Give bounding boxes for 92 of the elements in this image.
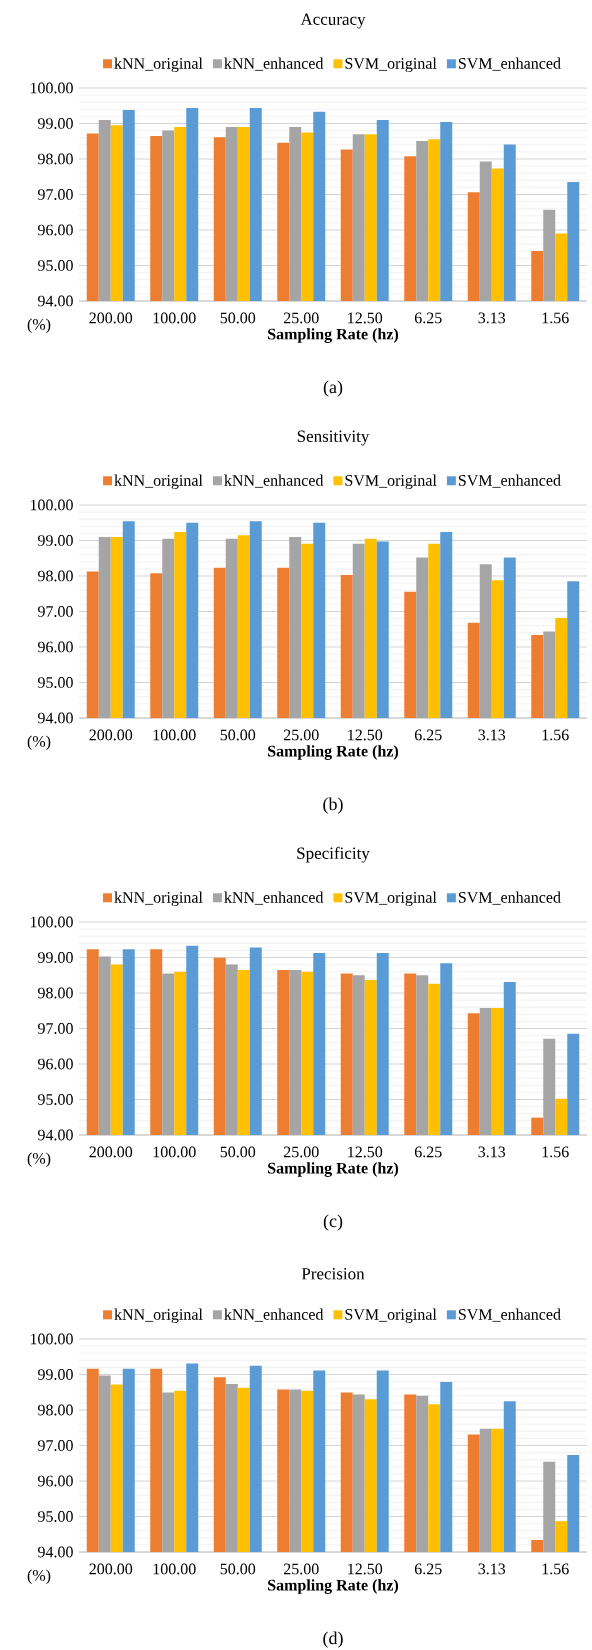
x-tick-label: 100.00	[153, 729, 196, 741]
y-tick-label: 96.00	[37, 224, 73, 236]
y-tick-label: 96.00	[37, 1475, 73, 1487]
chart-title: Precision	[301, 1268, 365, 1280]
y-tick-label: 99.00	[37, 952, 73, 963]
legend-label: kNN_original	[114, 57, 203, 73]
x-tick-label: 6.25	[414, 1563, 442, 1575]
y-axis-title: (%)	[27, 318, 51, 334]
x-tick-label: 3.13	[478, 1563, 506, 1575]
legend-label: SVM_original	[345, 1308, 437, 1324]
chart-title: Accuracy	[300, 13, 366, 29]
y-tick-label: 100.00	[30, 1333, 73, 1345]
y-tick-label: 99.00	[37, 118, 73, 129]
x-tick-label: 50.00	[220, 1146, 256, 1158]
legend-label: kNN_original	[114, 891, 203, 907]
x-tick-label: 100.00	[153, 1146, 196, 1158]
x-tick-label: 12.50	[348, 1146, 383, 1158]
x-axis-title: Sampling Rate (hz)	[268, 745, 399, 760]
x-tick-label: 50.00	[220, 1563, 256, 1575]
y-tick-label: 94.00	[37, 1546, 73, 1558]
y-axis-title: (%)	[27, 1152, 51, 1168]
legend-label: SVM_enhanced	[458, 891, 561, 905]
y-tick-label: 97.00	[37, 1023, 73, 1034]
x-tick-label: 3.13	[478, 1146, 506, 1158]
x-tick-label: 50.00	[220, 312, 256, 324]
y-tick-label: 94.00	[37, 712, 73, 724]
chart-title: Specificity	[297, 846, 370, 863]
y-tick-label: 100.00	[30, 499, 73, 511]
x-tick-label: 25.00	[283, 1563, 319, 1575]
x-tick-label: 1.56	[542, 729, 569, 741]
y-tick-label: 99.00	[37, 535, 73, 546]
y-tick-label: 98.00	[37, 1404, 73, 1416]
legend-label: SVM_original	[345, 474, 437, 490]
x-tick-label: 12.50	[348, 1563, 383, 1575]
x-tick-label: 200.00	[89, 1146, 133, 1158]
x-tick-label: 6.25	[414, 1146, 442, 1158]
y-tick-label: 95.00	[37, 677, 73, 688]
x-tick-label: 200.00	[89, 1563, 133, 1575]
x-tick-label: 1.56	[542, 1563, 569, 1575]
chart-title: Sensitivity	[297, 430, 370, 446]
y-tick-label: 97.00	[37, 606, 73, 617]
y-tick-label: 95.00	[37, 260, 73, 271]
y-tick-label: 97.00	[37, 189, 73, 200]
y-tick-label: 95.00	[37, 1094, 73, 1105]
y-tick-label: 94.00	[37, 295, 73, 307]
legend-label: SVM_original	[345, 891, 437, 907]
x-tick-label: 200.00	[89, 729, 133, 741]
legend-label: kNN_enhanced	[224, 891, 324, 905]
x-tick-label: 3.13	[478, 729, 506, 741]
text: (b)	[323, 797, 343, 814]
y-tick-label: 98.00	[37, 570, 73, 582]
y-tick-label: 98.00	[37, 987, 73, 999]
legend-label: kNN_enhanced	[224, 57, 324, 71]
legend-label: SVM_enhanced	[458, 57, 561, 71]
legend-label: SVM_original	[345, 57, 437, 73]
y-tick-label: 94.00	[37, 1129, 73, 1141]
x-tick-label: 100.00	[153, 312, 196, 324]
text: (a)	[323, 380, 343, 397]
x-tick-label: 200.00	[89, 312, 133, 324]
x-axis-title: Sampling Rate (hz)	[268, 1579, 399, 1594]
x-tick-label: 100.00	[153, 1563, 196, 1575]
x-tick-label: 25.00	[283, 312, 319, 324]
x-tick-label: 6.25	[414, 312, 442, 324]
text: (c)	[323, 1214, 343, 1231]
x-tick-label: 12.50	[348, 312, 383, 324]
y-axis-title: (%)	[27, 1569, 51, 1585]
text: (d)	[323, 1631, 343, 1648]
legend-label: SVM_enhanced	[458, 474, 561, 488]
legend-label: kNN_original	[114, 1308, 203, 1324]
y-tick-label: 97.00	[37, 1440, 73, 1451]
y-tick-label: 98.00	[37, 153, 73, 165]
y-tick-label: 100.00	[30, 916, 73, 928]
x-tick-label: 1.56	[542, 1146, 569, 1158]
x-tick-label: 12.50	[348, 729, 383, 741]
legend-label: kNN_original	[114, 474, 203, 490]
y-tick-label: 95.00	[37, 1511, 73, 1522]
y-tick-label: 96.00	[37, 641, 73, 653]
x-tick-label: 6.25	[414, 729, 442, 741]
x-tick-label: 25.00	[283, 1146, 319, 1158]
legend-label: SVM_enhanced	[458, 1308, 561, 1322]
x-axis-title: Sampling Rate (hz)	[268, 328, 399, 343]
y-tick-label: 99.00	[37, 1369, 73, 1380]
x-tick-label: 3.13	[478, 312, 506, 324]
y-tick-label: 100.00	[30, 82, 73, 94]
y-axis-title: (%)	[27, 735, 51, 751]
x-tick-label: 1.56	[542, 312, 569, 324]
y-tick-label: 96.00	[37, 1058, 73, 1070]
legend-label: kNN_enhanced	[224, 474, 324, 488]
legend-label: kNN_enhanced	[224, 1308, 324, 1322]
x-tick-label: 25.00	[283, 729, 319, 741]
x-tick-label: 50.00	[220, 729, 256, 741]
x-axis-title: Sampling Rate (hz)	[268, 1162, 399, 1177]
